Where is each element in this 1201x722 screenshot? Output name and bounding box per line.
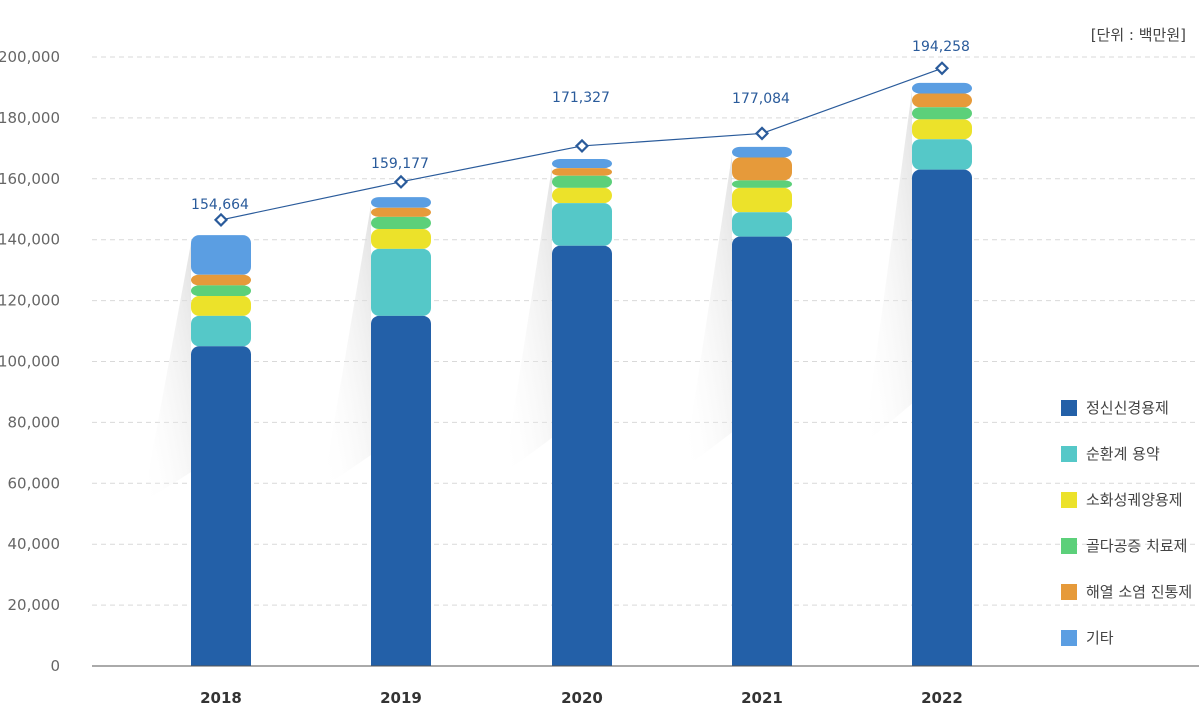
y-tick-label: 180,000: [0, 109, 60, 127]
bar-segment-2021-3: [732, 180, 792, 188]
legend-swatch-3: [1061, 538, 1077, 554]
total-labels: 154,664 159,177 171,327 177,084 194,258: [191, 39, 970, 213]
gridlines: [92, 56, 1199, 606]
y-tick-label: 160,000: [0, 170, 60, 188]
bar-segment-2019-3: [371, 216, 431, 230]
legend-swatch-1: [1061, 446, 1077, 462]
bar-segment-2019-2: [371, 229, 431, 249]
bar-shadow: [864, 90, 912, 445]
y-tick-label: 200,000: [0, 48, 60, 66]
x-axis-ticks: 2018 2019 2020 2021 2022: [200, 689, 963, 707]
total-point-2022: [934, 61, 950, 76]
total-line: [213, 61, 950, 227]
bar-shadow: [504, 167, 552, 474]
x-tick-label: 2022: [921, 689, 963, 707]
bar-segment-2022-2: [912, 119, 972, 140]
bar-base-2020: [552, 656, 612, 666]
x-tick-label: 2019: [380, 689, 422, 707]
bar-segment-2020-0: [552, 245, 612, 667]
bar-segment-2019-5: [371, 197, 431, 208]
bar-segment-2021-5: [732, 146, 792, 158]
bar-segment-2021-1: [732, 212, 792, 237]
total-label-2021: 177,084: [732, 91, 790, 107]
bar-segment-2019-0: [371, 315, 431, 666]
bar-segment-2021-4: [732, 157, 792, 181]
bar-shadows: [143, 90, 912, 503]
x-tick-label: 2018: [200, 689, 242, 707]
total-label-2018: 154,664: [191, 197, 249, 213]
bar-segment-2022-0: [912, 169, 972, 667]
legend-label-1: 순환계 용약: [1086, 445, 1160, 463]
bar-segment-2018-4: [191, 274, 251, 286]
legend-swatch-0: [1061, 400, 1077, 416]
legend-swatch-5: [1061, 630, 1077, 646]
bar-segment-2019-1: [371, 248, 431, 316]
bar-segment-2018-2: [191, 296, 251, 316]
legend-label-0: 정신신경용제: [1086, 399, 1169, 417]
bar-shadow: [143, 243, 191, 503]
x-tick-label: 2020: [561, 689, 603, 707]
bar-segment-2021-2: [732, 187, 792, 213]
bar-segment-2018-1: [191, 315, 251, 347]
bar-shadow: [684, 154, 732, 469]
total-label-2022: 194,258: [912, 39, 970, 55]
bar-segment-2020-1: [552, 203, 612, 246]
bar-base-2021: [732, 656, 792, 666]
total-label-2019: 159,177: [371, 156, 429, 172]
legend-swatch-4: [1061, 584, 1077, 600]
bar-segment-2022-4: [912, 93, 972, 108]
y-tick-label: 80,000: [8, 413, 61, 431]
legend-swatch-2: [1061, 492, 1077, 508]
y-tick-label: 40,000: [8, 535, 61, 553]
bar-segment-2019-4: [371, 207, 431, 217]
bar-shadow: [323, 205, 371, 488]
bar-segment-2021-0: [732, 236, 792, 666]
bar-segment-2022-5: [912, 82, 972, 94]
bar-segment-2020-5: [552, 159, 612, 169]
bars: [191, 82, 972, 667]
bar-segment-2020-4: [552, 168, 612, 176]
total-point-2021: [754, 126, 770, 141]
legend-label-5: 기타: [1086, 629, 1114, 647]
legend-label-4: 해열 소염 진통제: [1086, 583, 1192, 601]
bar-base-2018: [191, 656, 251, 666]
legend-label-2: 소화성궤양용제: [1086, 491, 1183, 509]
bar-segment-2022-3: [912, 107, 972, 120]
y-axis-ticks: 0 20,000 40,000 60,000 80,000 100,000 120,000 1…: [0, 48, 60, 675]
bar-segment-2022-1: [912, 139, 972, 170]
bar-base-2019: [371, 656, 431, 666]
y-tick-label: 140,000: [0, 231, 60, 249]
bar-segment-2020-2: [552, 187, 612, 204]
y-tick-label: 60,000: [8, 474, 61, 492]
total-point-2020: [574, 138, 590, 153]
bar-segment-2020-3: [552, 175, 612, 188]
bar-base-2022: [912, 656, 972, 666]
y-tick-label: 20,000: [8, 596, 61, 614]
legend-label-3: 골다공증 치료제: [1086, 537, 1187, 555]
y-tick-label: 0: [50, 657, 60, 675]
total-point-2019: [393, 174, 409, 189]
bar-segment-2018-5: [191, 235, 251, 275]
total-point-2018: [213, 212, 229, 227]
unit-label: [단위 : 백만원]: [1091, 26, 1186, 44]
y-tick-label: 100,000: [0, 353, 60, 371]
x-tick-label: 2021: [741, 689, 783, 707]
y-tick-label: 120,000: [0, 292, 60, 310]
total-label-2020: 171,327: [552, 90, 610, 106]
bar-segment-2018-3: [191, 285, 251, 297]
bar-segment-2018-0: [191, 346, 251, 666]
